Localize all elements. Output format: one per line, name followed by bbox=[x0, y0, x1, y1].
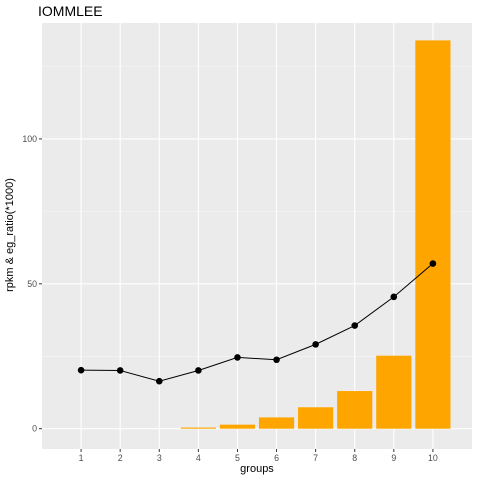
data-point bbox=[273, 356, 280, 364]
data-point bbox=[195, 367, 202, 374]
x-tick-label: 2 bbox=[118, 453, 123, 463]
bar-series bbox=[180, 40, 451, 429]
bar bbox=[258, 417, 295, 429]
y-tick-label: 100 bbox=[22, 134, 37, 144]
data-point bbox=[77, 366, 85, 374]
series-line bbox=[81, 263, 434, 382]
x-tick-label: 8 bbox=[352, 453, 357, 463]
x-tick-label: 4 bbox=[196, 453, 201, 463]
x-tick-label: 10 bbox=[428, 453, 438, 463]
y-tick-label: 50 bbox=[27, 279, 37, 289]
bar bbox=[298, 407, 334, 429]
bar bbox=[219, 424, 256, 429]
bar bbox=[180, 427, 216, 429]
y-tick-label: 0 bbox=[32, 424, 37, 434]
x-tick-label: 3 bbox=[157, 453, 162, 463]
x-tick-label: 9 bbox=[391, 453, 396, 463]
bar bbox=[376, 355, 412, 429]
data-point bbox=[312, 341, 319, 348]
data-point bbox=[234, 354, 241, 361]
data-point bbox=[116, 367, 124, 374]
x-tick-label: 1 bbox=[79, 453, 84, 463]
data-point bbox=[429, 260, 437, 267]
data-point bbox=[155, 377, 163, 385]
x-tick-label: 7 bbox=[313, 453, 318, 463]
data-point bbox=[390, 293, 398, 301]
bar bbox=[415, 40, 451, 429]
x-tick-label: 5 bbox=[235, 453, 240, 463]
bar bbox=[337, 391, 373, 429]
line-series bbox=[77, 260, 437, 385]
x-tick-label: 6 bbox=[274, 453, 279, 463]
data-point bbox=[351, 322, 359, 329]
axes: 0 50 100 1 2 3 4 5 6 7 8 9 10 bbox=[22, 134, 438, 463]
chart-title: IOMMLEE bbox=[38, 3, 103, 19]
x-axis-title: groups bbox=[240, 463, 274, 475]
y-axis-title: rpkm & eg_ratio(*1000) bbox=[4, 178, 16, 292]
